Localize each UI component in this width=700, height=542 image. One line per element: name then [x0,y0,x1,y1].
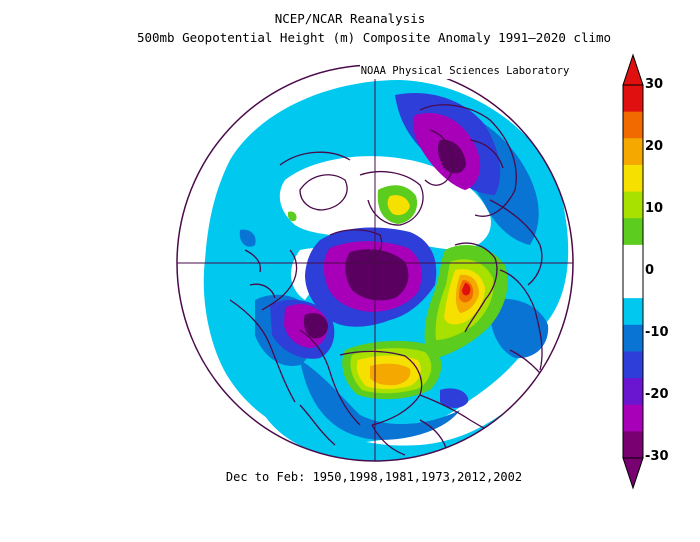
mid-blue-south [300,360,460,440]
colorbar-segment [623,111,643,139]
deep-blue-atlantic [440,388,469,408]
colorbar-label-0: 0 [645,263,655,278]
mid-blue-east [489,298,549,359]
colorbar-label-10: 10 [645,201,664,216]
colorbar-top-arrow [622,53,644,86]
colorbar-segment [623,431,643,459]
purple-core-central [345,249,409,301]
colorbar-label-30: 30 [645,77,664,92]
chart-subtitle: 500mb Geopotential Height (m) Composite … [136,30,612,45]
colorbar-segment [623,324,643,352]
colorbar-segment [623,138,643,166]
credit-label: NOAA Physical Sciences Laboratory [360,63,570,79]
colorbar-segment [623,378,643,406]
colorbar-segment [623,271,643,299]
colorbar-segment [623,218,643,246]
colorbar-segment [623,244,643,272]
purple-core-west [303,313,328,339]
mid-blue-edge-west [239,229,256,247]
orange-south [370,363,411,386]
yellow-arctic [387,195,410,216]
red-east [462,283,471,296]
coastlines [229,104,556,456]
graticule [177,65,573,461]
green-small-west [287,211,297,222]
colorbar-label-20: 20 [645,139,664,154]
colorbar-label-minus-20: -20 [645,387,669,402]
colorbar-frame [622,84,644,459]
colorbar-label-minus-30: -30 [645,449,669,464]
colorbar-segment [623,404,643,432]
chart-title: NCEP/NCAR Reanalysis [274,11,426,26]
composite-years: Dec to Feb: 1950,1998,1981,1973,2012,200… [225,470,523,484]
colorbar-label-minus-10: -10 [645,325,669,340]
colorbar-segment [623,85,643,113]
colorbar-segment [623,191,643,219]
colorbar-segment [623,164,643,193]
colorbar-segment [623,298,643,326]
colorbar-segment [623,351,643,379]
